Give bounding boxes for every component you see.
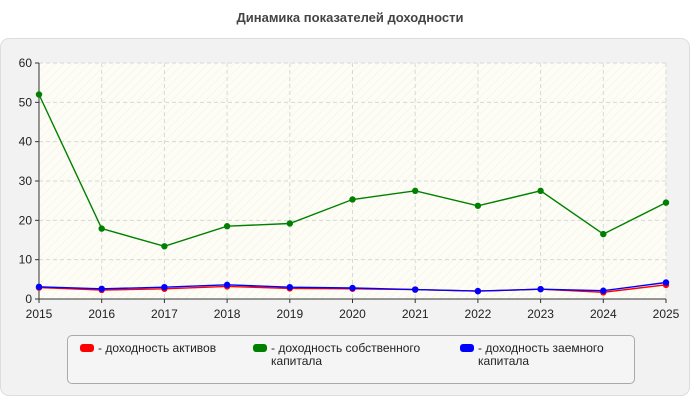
x-tick-label: 2024 — [590, 307, 617, 321]
data-point-debt — [98, 285, 105, 292]
data-point-equity — [35, 91, 43, 98]
y-tick-label: 30 — [19, 174, 33, 188]
y-tick-label: 10 — [19, 253, 33, 267]
x-tick-label: 2016 — [88, 307, 115, 321]
data-point-equity — [662, 199, 670, 206]
tick-labels: 0 10 20 30 40 50 60 2015 2016 2017 2018 2019 2020 202… — [19, 56, 680, 321]
x-tick-label: 2021 — [402, 307, 429, 321]
x-tick-label: 2020 — [339, 307, 366, 321]
data-point-debt — [412, 286, 419, 293]
x-tick-label: 2015 — [26, 307, 53, 321]
legend-swatch-debt — [460, 344, 474, 352]
legend: - доходность активов - доходность собств… — [67, 335, 635, 384]
data-point-debt — [474, 287, 482, 295]
x-tick-label: 2019 — [276, 307, 303, 321]
y-tick-label: 20 — [19, 213, 33, 227]
x-tick-label: 2025 — [653, 307, 680, 321]
axes — [35, 62, 667, 303]
data-point-equity — [286, 220, 293, 227]
legend-swatch-assets — [80, 344, 94, 352]
chart-title: Динамика показателей доходности — [236, 10, 464, 25]
data-point-equity — [161, 243, 168, 250]
data-point-equity — [474, 202, 482, 209]
data-point-debt — [537, 285, 544, 293]
y-tick-label: 40 — [19, 135, 33, 149]
data-point-debt — [662, 279, 670, 286]
data-point-debt — [349, 284, 356, 292]
data-point-debt — [600, 287, 607, 294]
x-tick-label: 2023 — [527, 307, 554, 321]
x-tick-label: 2022 — [465, 307, 492, 321]
data-point-debt — [161, 284, 168, 291]
data-point-debt — [35, 283, 43, 291]
data-point-debt — [223, 281, 231, 289]
y-tick-label: 60 — [19, 56, 33, 70]
data-point-equity — [537, 187, 544, 195]
legend-label-debt: - доходность заемного капитала — [478, 341, 604, 368]
y-tick-label: 50 — [19, 95, 33, 109]
data-point-equity — [98, 225, 105, 232]
series-lines — [35, 91, 670, 296]
legend-swatch-equity — [253, 344, 267, 352]
legend-label-equity: - доходность собственного капитала — [271, 341, 421, 368]
x-tick-label: 2018 — [214, 307, 241, 321]
gridlines — [39, 62, 667, 299]
legend-label-assets: - доходность активов — [98, 341, 217, 355]
data-point-equity — [223, 223, 231, 230]
data-point-equity — [412, 187, 419, 195]
data-point-equity — [349, 196, 356, 203]
y-tick-label: 0 — [25, 292, 32, 306]
x-tick-label: 2017 — [151, 307, 178, 321]
data-point-equity — [600, 230, 607, 238]
data-point-debt — [286, 284, 293, 291]
